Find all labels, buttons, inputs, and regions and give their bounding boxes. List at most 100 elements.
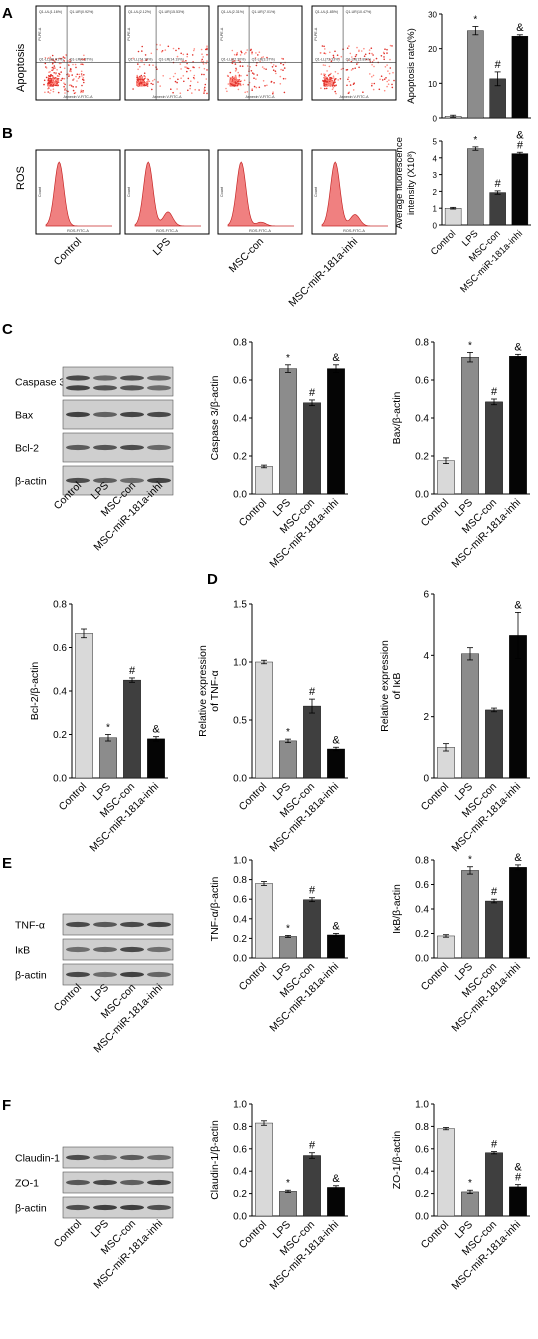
flow-event-dot [52, 78, 55, 80]
flow-event-dot [241, 65, 244, 67]
flow-event-dot [189, 69, 192, 72]
flow-event-dot [350, 60, 353, 63]
bar [123, 679, 141, 779]
flow-event-dot [319, 52, 322, 54]
y-tick-label: 1.0 [415, 1100, 429, 1111]
flow-event-dot [144, 82, 146, 84]
flow-event-dot [275, 65, 277, 67]
flow-event-dot [334, 90, 336, 93]
flow-event-dot [64, 87, 67, 90]
significance-mark: # [309, 1140, 316, 1152]
flow-event-dot [234, 76, 236, 79]
flow-event-dot [372, 74, 375, 77]
blot-protein-label: Claudin-1 [15, 1153, 60, 1165]
blot-band [93, 946, 117, 953]
flow-event-dot [47, 79, 50, 82]
blot-band [93, 375, 117, 381]
flow-event-dot [78, 76, 81, 78]
blot-protein-label: IκB [15, 945, 30, 957]
blot-protein-label: β-actin [15, 1203, 47, 1215]
flow-event-dot [181, 60, 184, 62]
significance-mark: * [468, 1178, 472, 1189]
flow-event-dot [259, 60, 261, 63]
flow-event-dot [384, 66, 387, 68]
blot-lane-label: Control [52, 1218, 84, 1250]
y-tick-label: 2 [433, 188, 438, 197]
row-label-apoptosis: Apoptosis [15, 43, 27, 92]
flow-event-dot [238, 75, 241, 78]
flow-event-dot [239, 80, 242, 83]
flow-event-dot [72, 79, 74, 81]
y-tick-label: 6 [423, 590, 429, 601]
bar [303, 705, 321, 779]
significance-mark: # [491, 386, 498, 398]
bar [485, 900, 503, 959]
flow-event-dot [75, 66, 77, 69]
y-axis-label: Relative expression [379, 640, 391, 732]
flow-event-dot [337, 72, 339, 75]
histogram-curve [321, 161, 388, 227]
flow-event-dot [141, 78, 143, 80]
flow-event-dot [358, 66, 360, 69]
panel-label-a: A [2, 5, 13, 22]
bar [327, 1187, 345, 1217]
flow-event-dot [324, 73, 327, 76]
flow-event-dot [393, 79, 395, 82]
flow-event-dot [332, 75, 335, 77]
flow-event-dot [370, 47, 373, 49]
flow-event-dot [81, 84, 83, 87]
y-tick-label: 0.8 [233, 875, 247, 886]
blot-strip [62, 938, 174, 961]
flow-event-dot [205, 78, 208, 80]
flow-event-dot [60, 79, 62, 82]
significance-mark: * [468, 340, 472, 351]
flow-event-dot [324, 48, 326, 50]
flow-event-dot [368, 59, 371, 61]
flow-event-dot [52, 88, 55, 90]
flow-event-dot [201, 53, 203, 55]
flow-event-dot [160, 51, 163, 53]
flow-event-dot [231, 77, 233, 80]
flow-event-dot [234, 74, 237, 77]
flow-event-dot [332, 56, 335, 59]
flow-plot: Q1-UL(2.31%) Q1-UR(7.01%) Q1-LL(87.30%) Q1-… [217, 5, 303, 101]
flow-event-dot [141, 50, 143, 52]
flow-event-dot [371, 75, 373, 78]
flow-event-dot [189, 84, 192, 87]
flow-event-dot [236, 82, 238, 84]
flow-event-dot [332, 54, 335, 57]
y-tick-label: 0.8 [233, 338, 247, 349]
flow-event-dot [143, 72, 146, 74]
quadrant-ur-label: Q1-UR(10.47%) [346, 10, 372, 14]
flow-event-dot [265, 68, 267, 70]
bar [75, 633, 93, 779]
flow-event-dot [273, 82, 275, 84]
y-axis-label: Relative expression [197, 645, 209, 737]
flow-event-dot [80, 73, 83, 75]
significance-mark: # [495, 178, 502, 190]
flow-event-dot [368, 49, 371, 51]
flow-event-dot [255, 86, 258, 89]
flow-event-dot [83, 81, 85, 84]
blot-band [147, 385, 171, 391]
flow-event-dot [364, 53, 367, 56]
flow-event-dot [48, 83, 51, 86]
bar [437, 460, 455, 495]
histogram-plot: ROS-FITC-A Count [311, 149, 397, 235]
quadrant-lr-label: Q1-LR(3.37%) [252, 57, 275, 61]
flow-event-dot [56, 69, 58, 71]
flow-event-dot [55, 58, 57, 61]
blot-band [66, 921, 90, 928]
flow-event-dot [74, 91, 77, 94]
flow-event-dot [53, 72, 55, 74]
blot-band [147, 946, 171, 953]
flow-event-dot [70, 85, 73, 87]
flow-event-dot [281, 57, 283, 60]
blot-band [66, 477, 90, 484]
bar-chart-bax: 0.00.20.40.60.8Bax/β-actinControl*LPS#MS… [391, 338, 530, 570]
flow-event-dot [329, 73, 331, 76]
flow-event-dot [337, 79, 339, 81]
flow-event-dot [56, 79, 59, 82]
blot-band [147, 1154, 171, 1161]
